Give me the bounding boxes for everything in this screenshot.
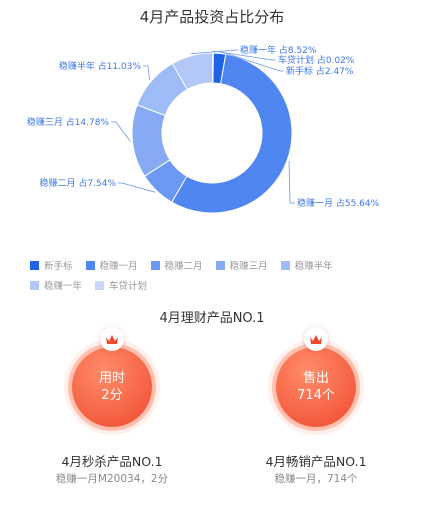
crown-icon <box>100 327 124 351</box>
legend-label: 稳赚一年 <box>44 281 83 292</box>
card-title: 4月秒杀产品NO.1 <box>61 454 163 469</box>
legend-label: 稳赚三月 <box>229 261 268 272</box>
card-title: 4月畅销产品NO.1 <box>265 454 367 469</box>
chart-legend: 新手标 稳赚一月 稳赚二月 稳赚三月 稳赚半年稳赚一年 车贷计划 <box>30 258 410 292</box>
legend-label: 稳赚半年 <box>294 261 333 272</box>
legend-swatch <box>85 260 95 270</box>
legend-swatch <box>280 260 290 270</box>
leader-line-5 <box>191 49 238 55</box>
badge-value: 714个 <box>297 388 335 403</box>
legend-item[interactable]: 车贷计划 <box>95 278 147 292</box>
badge-label: 售出 <box>302 371 329 386</box>
legend-label: 稳赚一月 <box>99 261 138 272</box>
leader-line-2 <box>118 182 156 193</box>
badge-label: 用时 <box>98 371 125 386</box>
legend-item[interactable]: 稳赚一月 <box>85 258 138 272</box>
slice-label-2: 稳赚二月 占7.54% <box>40 177 117 189</box>
time-badge: 用时 2分 <box>72 347 152 427</box>
slice-label-5: 稳赚一年 占8.52% <box>240 44 317 56</box>
chart-title: 4月产品投资占比分布 <box>139 8 285 26</box>
slice-label-0: 新手标 占2.47% <box>286 65 354 77</box>
leader-line-0 <box>219 50 284 72</box>
leader-line-1 <box>288 161 295 204</box>
pie-slice-1 <box>171 53 293 214</box>
legend-label: 稳赚二月 <box>164 261 203 272</box>
donut-chart: 新手标 占2.47% 稳赚一月 占55.64% 稳赚二月 占7.54% 稳赚三月 占1… <box>27 44 380 214</box>
legend-item[interactable]: 新手标 <box>30 258 73 272</box>
legend-item[interactable]: 稳赚三月 <box>215 258 268 272</box>
legend-item[interactable]: 稳赚半年 <box>280 258 333 272</box>
legend-label: 车贷计划 <box>109 281 148 292</box>
badge-value: 2分 <box>101 388 123 403</box>
legend-swatch <box>215 260 225 270</box>
slice-label-1: 稳赚一月 占55.64% <box>297 197 380 209</box>
slice-label-4: 稳赚半年 占11.03% <box>59 60 142 72</box>
leader-line-6 <box>213 50 276 61</box>
slice-label-3: 稳赚三月 占14.78% <box>27 116 110 128</box>
section-title: 4月理财产品NO.1 <box>159 311 265 326</box>
legend-item[interactable]: 稳赚一年 <box>30 278 82 292</box>
legend-label: 新手标 <box>44 261 73 272</box>
slice-label-6: 车贷计划 占0.02% <box>278 54 355 66</box>
crown-icon <box>304 327 328 351</box>
card-subtitle: 稳赚一月M20034，2分 <box>55 473 169 485</box>
legend-swatch <box>30 260 39 270</box>
legend-swatch <box>30 280 39 290</box>
leader-line-4 <box>143 65 150 80</box>
sales-badge: 售出 714个 <box>276 347 356 427</box>
legend-swatch <box>95 280 105 290</box>
legend-swatch <box>150 260 160 270</box>
pie-slice-4 <box>136 62 188 117</box>
leader-line-3 <box>111 121 131 142</box>
card-subtitle: 稳赚一月，714个 <box>274 473 358 485</box>
legend-item[interactable]: 稳赚二月 <box>150 258 203 272</box>
